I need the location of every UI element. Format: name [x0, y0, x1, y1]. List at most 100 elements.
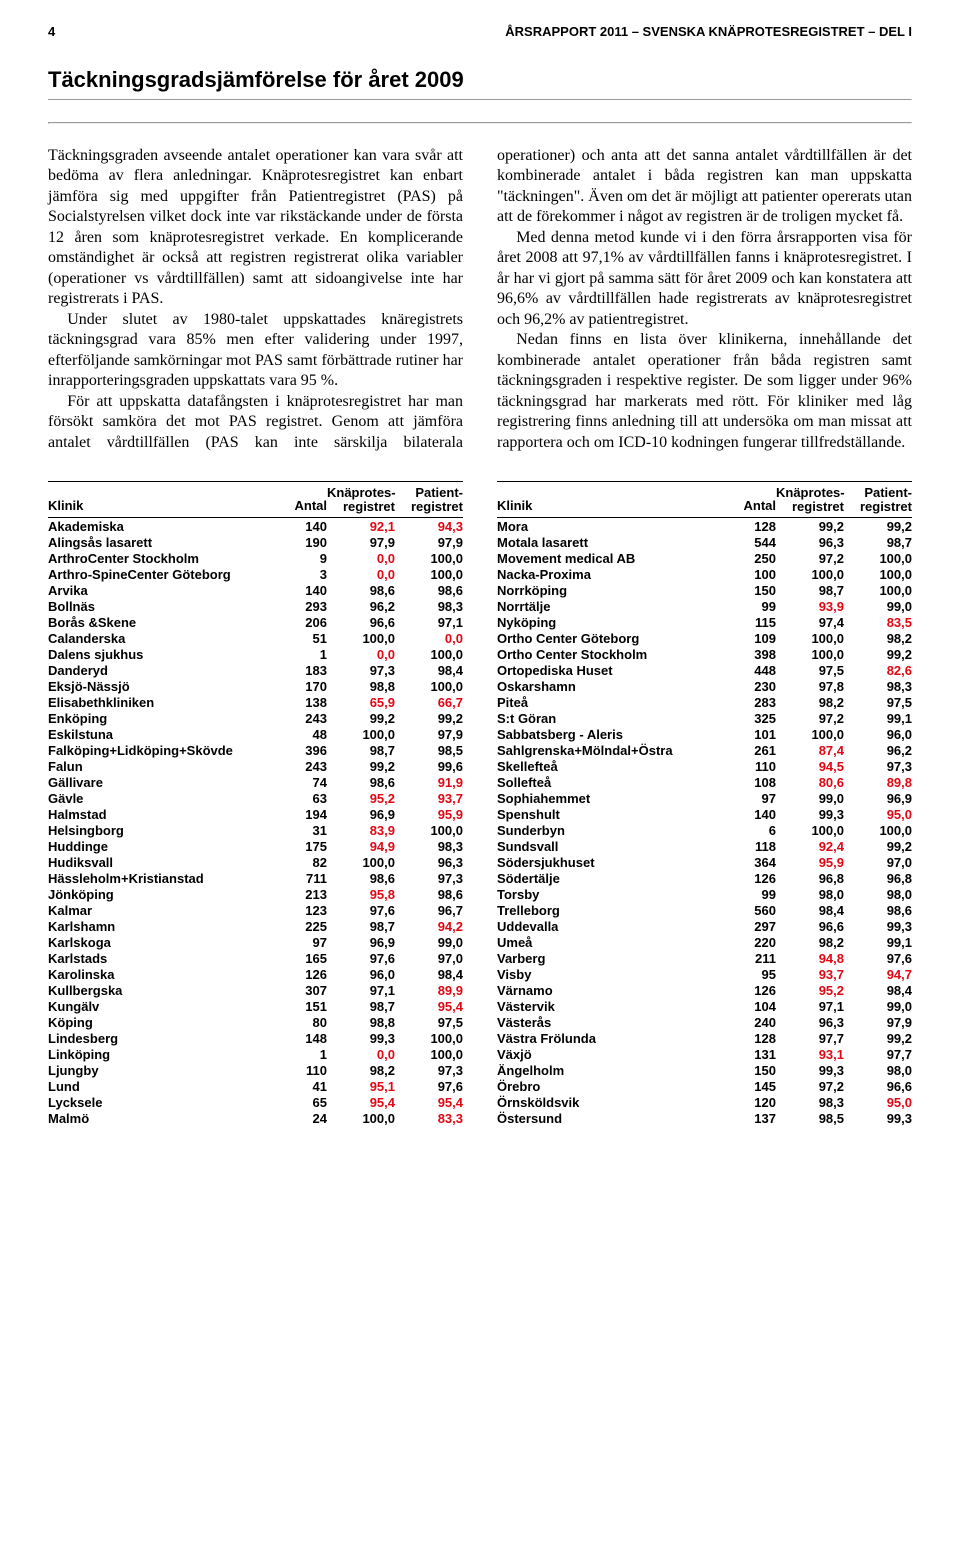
cell-antal: 220 — [708, 935, 776, 950]
cell-klinik: Oskarshamn — [497, 679, 708, 694]
cell-klinik: Sundsvall — [497, 839, 708, 854]
cell-knaprotes: 0,0 — [327, 567, 395, 582]
cell-patient: 97,5 — [395, 1015, 463, 1030]
cell-patient: 97,3 — [395, 871, 463, 886]
cell-antal: 63 — [259, 791, 327, 806]
table-row: Falun24399,299,6 — [48, 758, 463, 774]
cell-patient: 0,0 — [395, 631, 463, 646]
cell-knaprotes: 93,9 — [776, 599, 844, 614]
cell-antal: 293 — [259, 599, 327, 614]
cell-klinik: Eksjö-Nässjö — [48, 679, 259, 694]
cell-antal: 80 — [259, 1015, 327, 1030]
cell-klinik: Nyköping — [497, 615, 708, 630]
cell-patient: 97,3 — [844, 759, 912, 774]
cell-knaprotes: 94,8 — [776, 951, 844, 966]
table-row: Arthro-SpineCenter Göteborg30,0100,0 — [48, 566, 463, 582]
cell-antal: 194 — [259, 807, 327, 822]
table-row: Alingsås lasarett19097,997,9 — [48, 534, 463, 550]
cell-antal: 9 — [259, 551, 327, 566]
cell-knaprotes: 99,2 — [776, 519, 844, 534]
cell-klinik: Köping — [48, 1015, 259, 1030]
cell-klinik: Kullbergska — [48, 983, 259, 998]
cell-klinik: Sahlgrenska+Mölndal+Östra — [497, 743, 708, 758]
cell-klinik: Ortopediska Huset — [497, 663, 708, 678]
table-row: Akademiska14092,194,3 — [48, 518, 463, 534]
table-row: Västra Frölunda12897,799,2 — [497, 1030, 912, 1046]
cell-klinik: Mora — [497, 519, 708, 534]
cell-patient: 100,0 — [844, 551, 912, 566]
cell-klinik: Trelleborg — [497, 903, 708, 918]
cell-antal: 140 — [259, 583, 327, 598]
cell-klinik: Danderyd — [48, 663, 259, 678]
cell-knaprotes: 0,0 — [327, 551, 395, 566]
table-row: Karlskoga9796,999,0 — [48, 934, 463, 950]
cell-antal: 97 — [708, 791, 776, 806]
cell-klinik: Kungälv — [48, 999, 259, 1014]
cell-patient: 98,7 — [844, 535, 912, 550]
cell-knaprotes: 98,7 — [776, 583, 844, 598]
cell-antal: 137 — [708, 1111, 776, 1126]
cell-antal: 150 — [708, 1063, 776, 1078]
table-row: Elisabethkliniken13865,966,7 — [48, 694, 463, 710]
cell-antal: 261 — [708, 743, 776, 758]
cell-knaprotes: 83,9 — [327, 823, 395, 838]
cell-knaprotes: 100,0 — [327, 855, 395, 870]
table-row: Malmö24100,083,3 — [48, 1110, 463, 1126]
cell-patient: 97,6 — [395, 1079, 463, 1094]
cell-patient: 98,0 — [844, 887, 912, 902]
cell-klinik: Elisabethkliniken — [48, 695, 259, 710]
cell-klinik: Värnamo — [497, 983, 708, 998]
cell-knaprotes: 97,3 — [327, 663, 395, 678]
cell-knaprotes: 97,6 — [327, 951, 395, 966]
table-row: Torsby9998,098,0 — [497, 886, 912, 902]
table-row: ArthroCenter Stockholm90,0100,0 — [48, 550, 463, 566]
table-row: Sunderbyn6100,0100,0 — [497, 822, 912, 838]
cell-patient: 83,3 — [395, 1111, 463, 1126]
cell-patient: 99,1 — [844, 711, 912, 726]
table-row: Enköping24399,299,2 — [48, 710, 463, 726]
table-row: Linköping10,0100,0 — [48, 1046, 463, 1062]
cell-antal: 126 — [708, 983, 776, 998]
cell-patient: 99,6 — [395, 759, 463, 774]
table-row: Södertälje12696,896,8 — [497, 870, 912, 886]
title-rule — [48, 122, 912, 124]
cell-antal: 97 — [259, 935, 327, 950]
cell-antal: 65 — [259, 1095, 327, 1110]
cell-klinik: ArthroCenter Stockholm — [48, 551, 259, 566]
cell-antal: 6 — [708, 823, 776, 838]
cell-knaprotes: 96,0 — [327, 967, 395, 982]
cell-knaprotes: 98,3 — [776, 1095, 844, 1110]
cell-knaprotes: 98,7 — [327, 743, 395, 758]
cell-klinik: Ortho Center Stockholm — [497, 647, 708, 662]
table-row: Karolinska12696,098,4 — [48, 966, 463, 982]
cell-klinik: Norrtälje — [497, 599, 708, 614]
title-rule — [48, 99, 912, 100]
cell-patient: 89,9 — [395, 983, 463, 998]
cell-klinik: Nacka-Proxima — [497, 567, 708, 582]
cell-knaprotes: 93,7 — [776, 967, 844, 982]
table-row: Gävle6395,293,7 — [48, 790, 463, 806]
cell-knaprotes: 100,0 — [776, 823, 844, 838]
cell-patient: 97,5 — [844, 695, 912, 710]
cell-patient: 98,6 — [395, 887, 463, 902]
table-row: Falköping+Lidköping+Skövde39698,798,5 — [48, 742, 463, 758]
cell-klinik: Sophiahemmet — [497, 791, 708, 806]
cell-knaprotes: 98,0 — [776, 887, 844, 902]
table-row: Sabbatsberg - Aleris101100,096,0 — [497, 726, 912, 742]
cell-knaprotes: 99,0 — [776, 791, 844, 806]
cell-antal: 123 — [259, 903, 327, 918]
cell-klinik: Södertälje — [497, 871, 708, 886]
table-row: Norrtälje9993,999,0 — [497, 598, 912, 614]
cell-antal: 283 — [708, 695, 776, 710]
paragraph: Nedan finns en lista över klinikerna, in… — [497, 330, 912, 453]
cell-antal: 41 — [259, 1079, 327, 1094]
table-row: Uddevalla29796,699,3 — [497, 918, 912, 934]
cell-patient: 100,0 — [395, 1031, 463, 1046]
cell-knaprotes: 97,5 — [776, 663, 844, 678]
cell-knaprotes: 98,2 — [327, 1063, 395, 1078]
cell-klinik: Falun — [48, 759, 259, 774]
cell-patient: 97,7 — [844, 1047, 912, 1062]
cell-patient: 99,0 — [844, 599, 912, 614]
table-row: Köping8098,897,5 — [48, 1014, 463, 1030]
table-row: Danderyd18397,398,4 — [48, 662, 463, 678]
